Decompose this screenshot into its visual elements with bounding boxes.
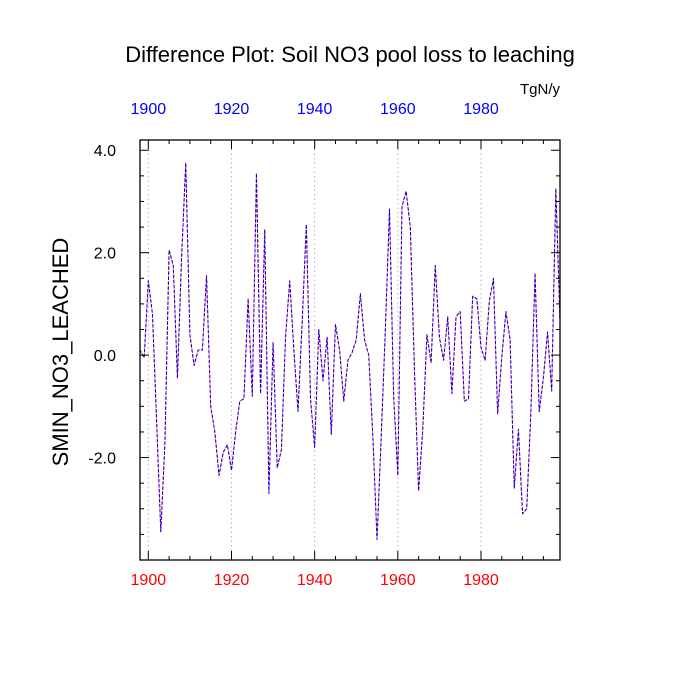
x-tick-label-top: 1960 [380,101,416,118]
x-tick-label-bottom: 1900 [131,572,167,589]
x-tick-label-top: 1980 [463,101,499,118]
axis-ticks [140,140,560,560]
chart-title: Difference Plot: Soil NO3 pool loss to l… [125,42,575,67]
units-label: TgN/y [520,81,561,98]
y-axis-label: SMIN_NO3_LEACHED [48,238,73,467]
x-tick-label-bottom: 1940 [297,572,333,589]
x-tick-label-bottom: 1960 [380,572,416,589]
y-tick-label: -2.0 [88,451,116,468]
series-line-red [139,162,561,541]
tick-labels: 1900 1900 1920 1920 1940 1940 1960 1960 1980 1980… [88,101,498,589]
y-tick-label: 2.0 [94,246,116,263]
x-tick-label-top: 1900 [131,101,167,118]
y-tick-label: 0.0 [94,348,116,365]
x-tick-label-bottom: 1920 [214,572,250,589]
series-group [139,162,561,541]
x-tick-label-top: 1940 [297,101,333,118]
x-tick-label-bottom: 1980 [463,572,499,589]
series-line-blue [139,162,561,541]
plot-frame [139,139,561,561]
y-tick-label: 4.0 [94,143,116,160]
x-tick-label-top: 1920 [214,101,250,118]
